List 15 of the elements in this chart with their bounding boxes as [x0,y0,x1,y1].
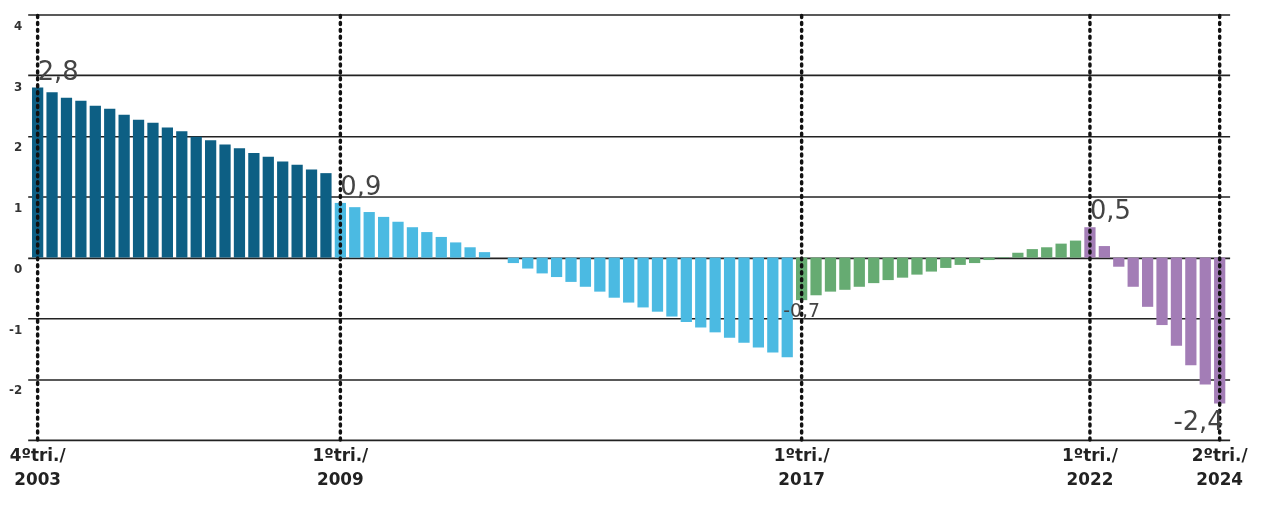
x-tick-label: 1ºtri./2017 [773,445,831,489]
y-tick-label: 2 [13,140,23,155]
data-label: 0,9 [340,171,382,201]
data-label: 0,5 [1089,195,1131,226]
y-tick-label: -1 [9,322,23,337]
y-tick-label: 3 [13,79,23,94]
x-tick-label: 1ºtri./2022 [1062,445,1119,489]
y-tick-label: 4 [13,18,23,33]
y-tick-label: -2 [9,383,23,398]
data-label: -2,4 [1173,406,1224,437]
x-tick-label: 2ºtri./2024 [1191,445,1249,489]
x-tick-label: 1ºtri./2009 [312,445,370,489]
y-tick-label: 1 [13,201,23,216]
y-tick-label: 0 [13,261,23,276]
x-tick-label: 4ºtri./2003 [9,445,67,489]
